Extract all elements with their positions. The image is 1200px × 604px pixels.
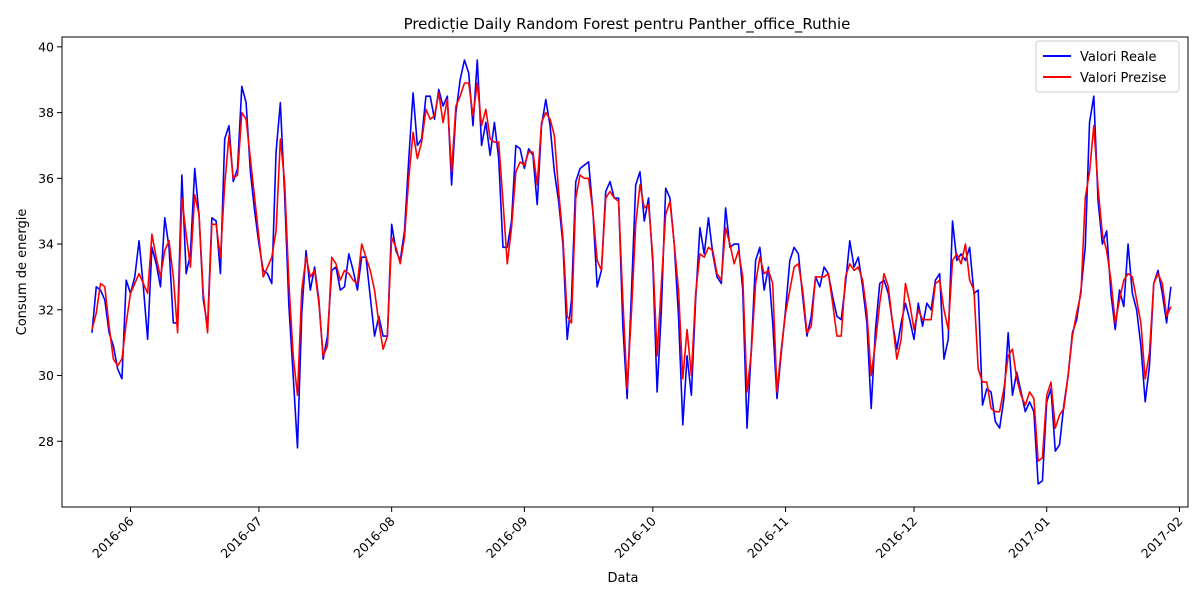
y-tick-label: 30 [38, 368, 54, 383]
y-tick-label: 34 [38, 237, 54, 252]
series-line-valori-reale [91, 59, 1172, 485]
legend-box [1035, 40, 1180, 93]
y-axis-label: Consum de energie [15, 209, 30, 336]
y-tick-label: 36 [38, 171, 54, 186]
legend-label-valori-prezise: Valori Prezise [1080, 71, 1166, 86]
chart-title: Predicție Daily Random Forest pentru Pan… [404, 15, 851, 34]
y-tick-label: 38 [38, 105, 54, 120]
x-axis-label: Data [607, 571, 638, 586]
y-tick-label: 40 [38, 39, 54, 54]
plot-frame [61, 36, 1189, 508]
y-tick-label: 32 [38, 302, 54, 317]
series-layer [91, 59, 1172, 485]
legend-label-valori-reale: Valori Reale [1080, 50, 1157, 65]
y-tick-label: 28 [38, 434, 54, 449]
series-line-valori-prezise [91, 82, 1172, 462]
legend: Valori Reale Valori Prezise [1035, 40, 1180, 93]
y-axis: 28 30 32 34 36 38 40 [38, 39, 62, 449]
